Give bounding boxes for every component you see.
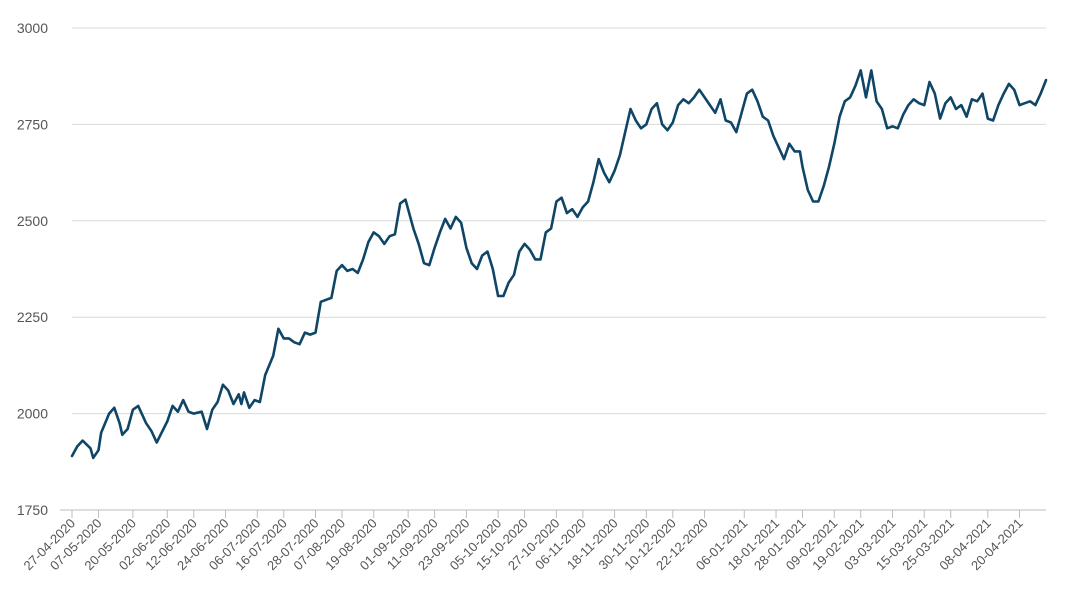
- series-line-0: [70, 69, 1048, 460]
- series-layer: [70, 69, 1048, 460]
- y-tick-label: 2750: [17, 116, 48, 132]
- gridlines: [72, 27, 1046, 415]
- y-tick-label: 1750: [17, 502, 48, 518]
- y-tick-label: 2000: [17, 406, 48, 422]
- y-tick-label: 2250: [17, 309, 48, 325]
- x-axis: 27-04-202007-05-202020-05-202002-06-2020…: [20, 509, 1046, 573]
- y-tick-label: 3000: [17, 20, 48, 36]
- y-tick-label: 2500: [17, 213, 48, 229]
- y-axis: 1750 2000 2250 2500 2750 3000: [17, 20, 48, 518]
